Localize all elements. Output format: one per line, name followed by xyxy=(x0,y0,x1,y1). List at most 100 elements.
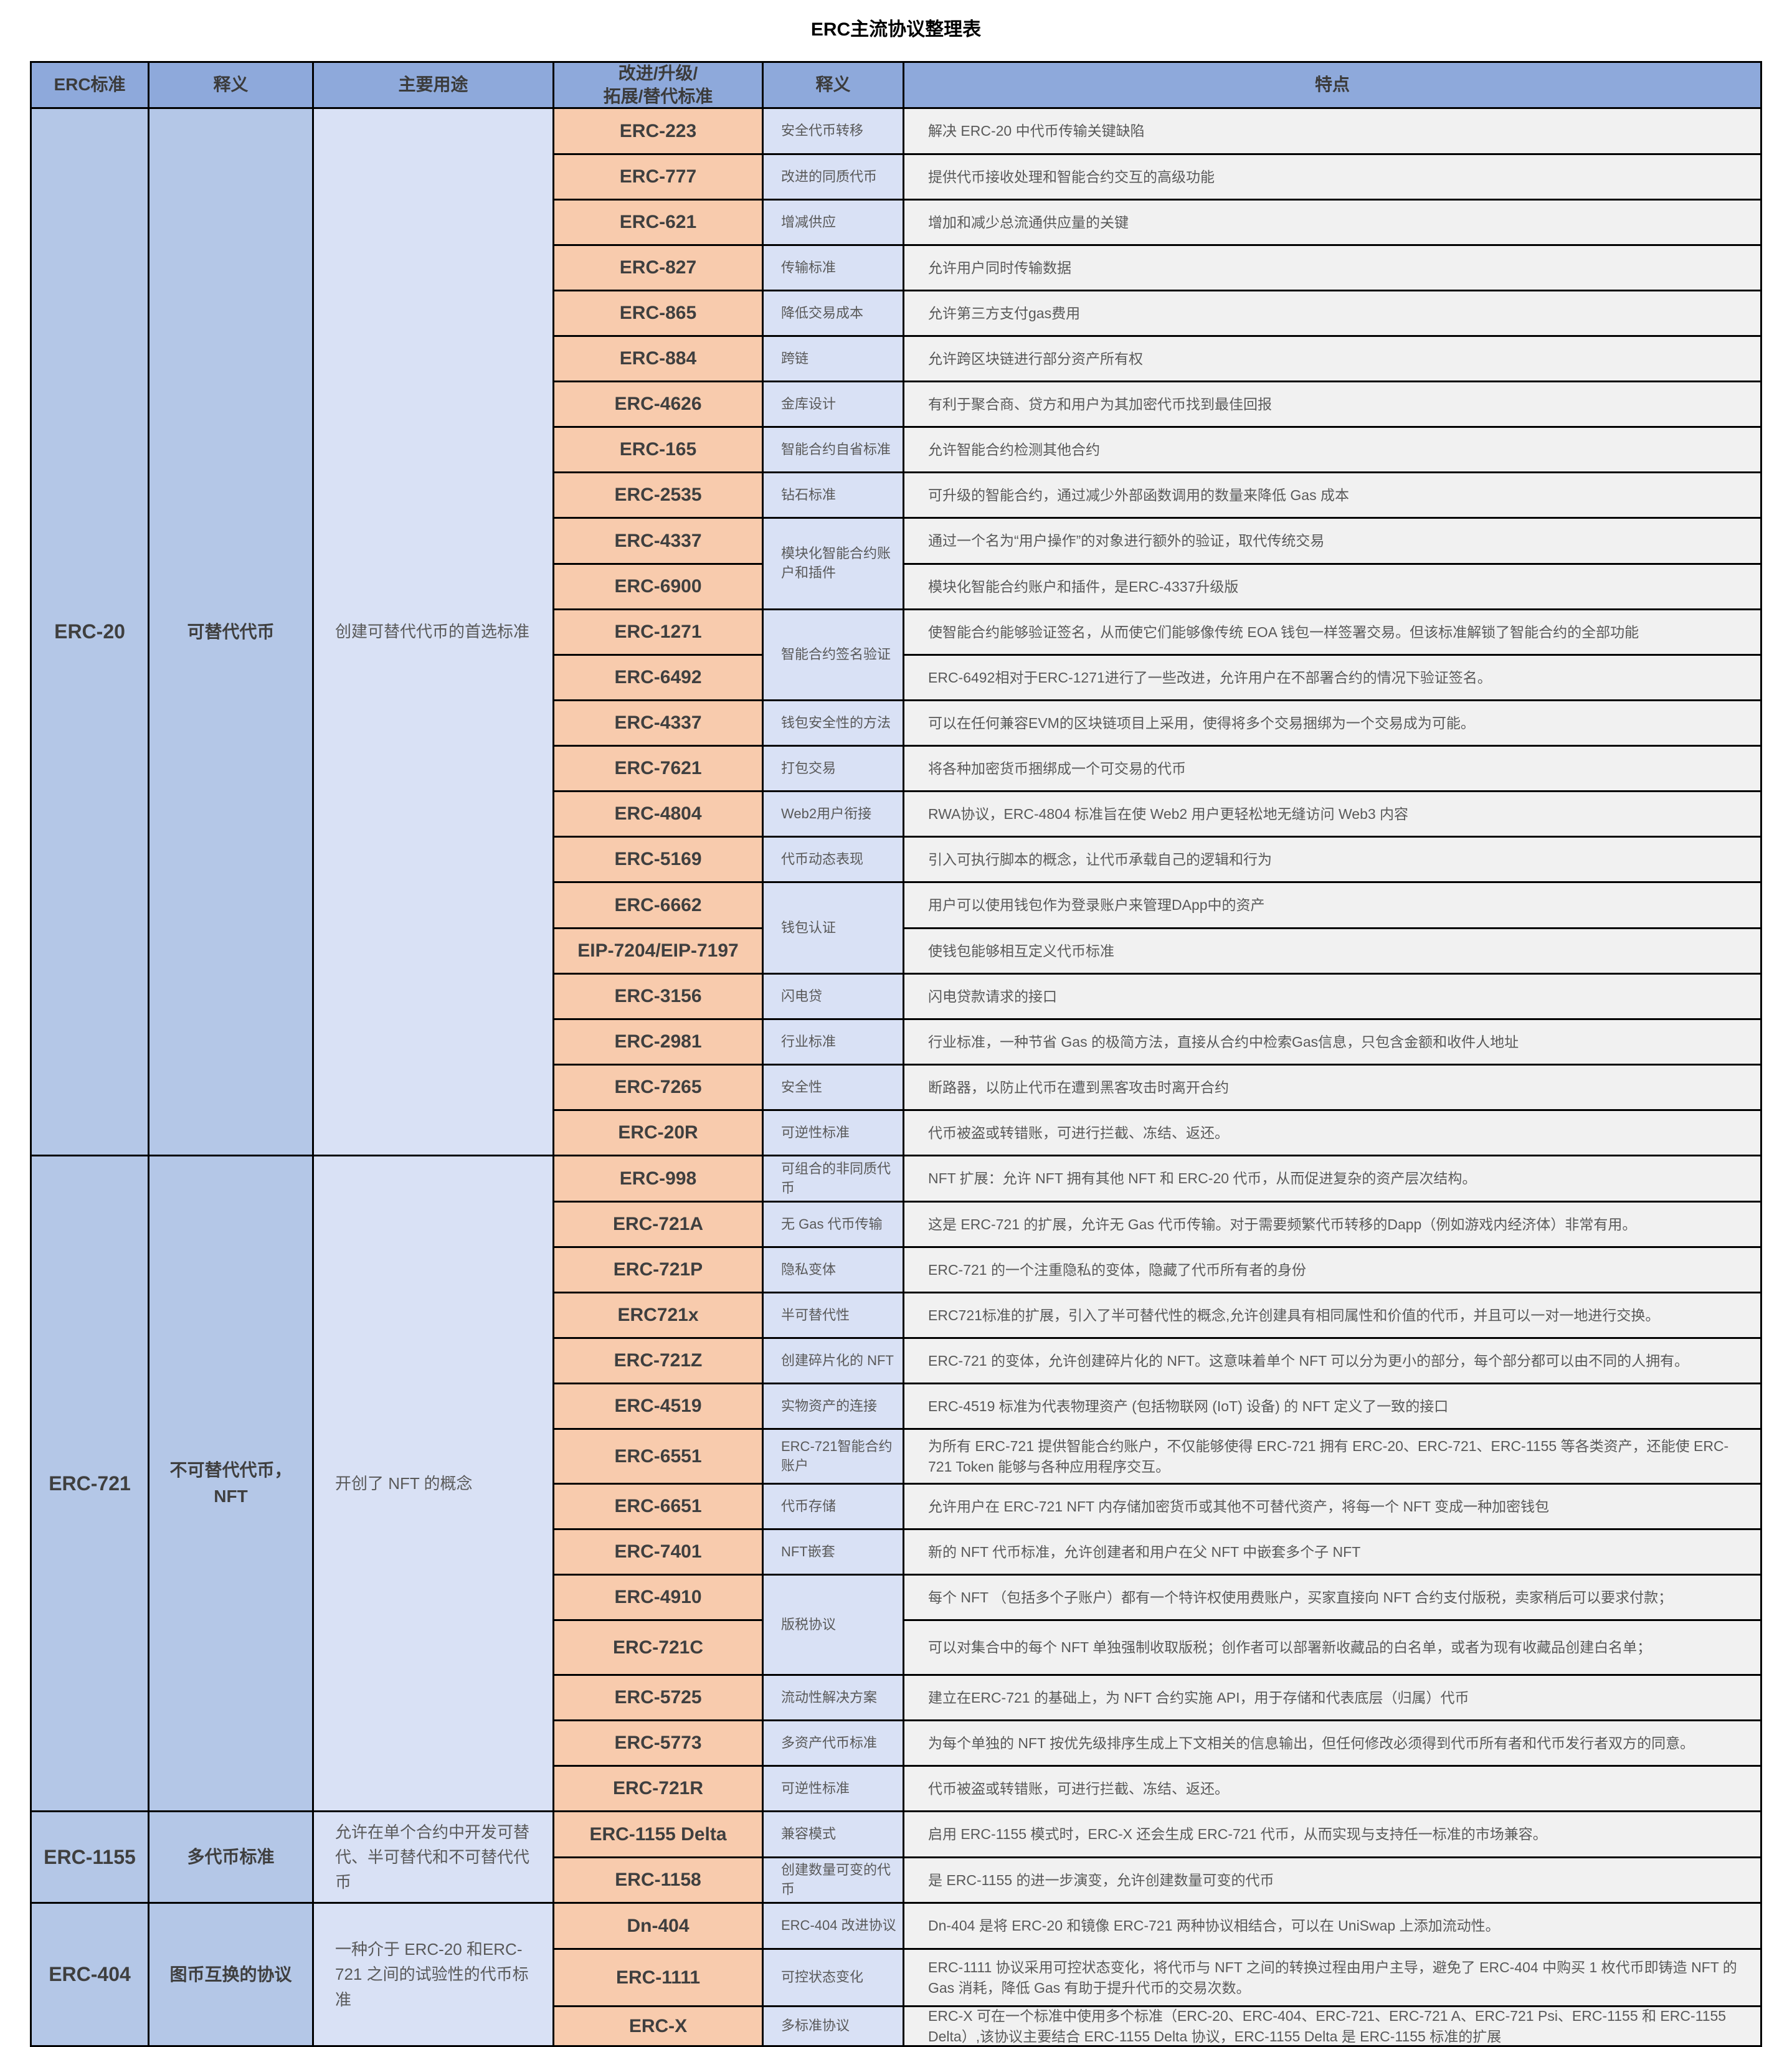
standard-cell: ERC-1158 xyxy=(554,1858,764,1904)
standard-cell: ERC-2981 xyxy=(554,1020,764,1066)
definition-cell: 钱包安全性的方法 xyxy=(764,701,904,747)
table-body: ERC-20 可替代代币 创建可替代代币的首选标准 ERC-223 安全代币转移 解决 E… xyxy=(32,109,1760,2047)
standard-cell: ERC-998 xyxy=(554,1156,764,1203)
standard-cell: ERC721x xyxy=(554,1293,764,1339)
standard-cell: ERC-7265 xyxy=(554,1066,764,1111)
group-ERC-721: ERC-721 不可替代代币， NFT 开创了 NFT 的概念 ERC-998 可组合的… xyxy=(32,1156,1760,1812)
standard-cell: ERC-5773 xyxy=(554,1721,764,1767)
feature-cell: 通过一个名为“用户操作”的对象进行额外的验证，取代传统交易 xyxy=(904,519,1760,565)
standard-cell: Dn-404 xyxy=(554,1904,764,1950)
group-standard-label: ERC-404 xyxy=(32,1904,149,2047)
standard-cell: ERC-6551 xyxy=(554,1430,764,1485)
feature-cell: 启用 ERC-1155 模式时，ERC-X 还会生成 ERC-721 代币，从而… xyxy=(904,1812,1760,1858)
definition-cell: 改进的同质代币 xyxy=(764,155,904,201)
standard-cell: ERC-1111 xyxy=(554,1950,764,2007)
definition-cell: 流动性解决方案 xyxy=(764,1676,904,1721)
standard-cell: ERC-884 xyxy=(554,337,764,382)
feature-cell: 允许智能合约检测其他合约 xyxy=(904,428,1760,473)
definition-cell: 可逆性标准 xyxy=(764,1767,904,1812)
standard-cell: ERC-223 xyxy=(554,109,764,155)
definition-cell: 兼容模式 xyxy=(764,1812,904,1858)
group-ERC-20: ERC-20 可替代代币 创建可替代代币的首选标准 ERC-223 安全代币转移 解决 E… xyxy=(32,109,1760,1156)
definition-cell: 传输标准 xyxy=(764,246,904,291)
standard-cell: ERC-X xyxy=(554,2007,764,2047)
feature-cell: 解决 ERC-20 中代币传输关键缺陷 xyxy=(904,109,1760,155)
group-ERC-404: ERC-404 图币互换的协议 一种介于 ERC-20 和ERC-721 之间的试验… xyxy=(32,1904,1760,2047)
feature-cell: ERC-721 的变体，允许创建碎片化的 NFT。这意味着单个 NFT 可以分为… xyxy=(904,1339,1760,1384)
feature-cell: 增加和减少总流通供应量的关键 xyxy=(904,201,1760,246)
standard-cell: ERC-721C xyxy=(554,1621,764,1676)
feature-cell: 断路器，以防止代币在遭到黑客攻击时离开合约 xyxy=(904,1066,1760,1111)
standard-cell: ERC-721R xyxy=(554,1767,764,1812)
group-meaning-label: 图币互换的协议 xyxy=(149,1904,314,2047)
standard-cell: ERC-1155 Delta xyxy=(554,1812,764,1858)
standard-cell: EIP-7204/EIP-7197 xyxy=(554,929,764,975)
definition-cell: 降低交易成本 xyxy=(764,291,904,337)
feature-cell: 代币被盗或转错账，可进行拦截、冻结、返还。 xyxy=(904,1767,1760,1812)
definition-cell: 打包交易 xyxy=(764,747,904,792)
feature-cell: 每个 NFT （包括多个子账户）都有一个特许权使用费账户，买家直接向 NFT 合… xyxy=(904,1576,1760,1621)
feature-cell: ERC-4519 标准为代表物理资产 (包括物联网 (IoT) 设备) 的 NF… xyxy=(904,1384,1760,1430)
group-usage-label: 创建可替代代币的首选标准 xyxy=(314,109,554,1156)
feature-cell: 用户可以使用钱包作为登录账户来管理DApp中的资产 xyxy=(904,883,1760,929)
standard-cell: ERC-5169 xyxy=(554,838,764,883)
feature-cell: 这是 ERC-721 的扩展，允许无 Gas 代币传输。对于需要频繁代币转移的D… xyxy=(904,1203,1760,1248)
group-standard-label: ERC-721 xyxy=(32,1156,149,1812)
definition-cell: NFT嵌套 xyxy=(764,1530,904,1576)
definition-cell: 闪电贷 xyxy=(764,975,904,1020)
page-title: ERC主流协议整理表 xyxy=(810,19,982,40)
definition-cell: 代币存储 xyxy=(764,1485,904,1530)
feature-cell: 为所有 ERC-721 提供智能合约账户，不仅能够使得 ERC-721 拥有 E… xyxy=(904,1430,1760,1485)
definition-cell: 智能合约签名验证 xyxy=(764,610,904,701)
standard-cell: ERC-6492 xyxy=(554,656,764,701)
definition-cell: 增减供应 xyxy=(764,201,904,246)
feature-cell: 允许用户同时传输数据 xyxy=(904,246,1760,291)
feature-cell: 提供代币接收处理和智能合约交互的高级功能 xyxy=(904,155,1760,201)
standard-cell: ERC-2535 xyxy=(554,473,764,519)
feature-cell: ERC721标准的扩展，引入了半可替代性的概念,允许创建具有相同属性和价值的代币… xyxy=(904,1293,1760,1339)
standard-cell: ERC-4804 xyxy=(554,792,764,838)
definition-cell: 代币动态表现 xyxy=(764,838,904,883)
group-usage-label: 允许在单个合约中开发可替代、半可替代和不可替代代币 xyxy=(314,1812,554,1904)
definition-cell: 可逆性标准 xyxy=(764,1111,904,1156)
group-usage-label: 一种介于 ERC-20 和ERC-721 之间的试验性的代币标准 xyxy=(314,1904,554,2047)
definition-cell: 版税协议 xyxy=(764,1576,904,1676)
standard-cell: ERC-7401 xyxy=(554,1530,764,1576)
group-ERC-1155: ERC-1155 多代币标准 允许在单个合约中开发可替代、半可替代和不可替代代币 ER… xyxy=(32,1812,1760,1904)
standard-cell: ERC-4626 xyxy=(554,382,764,428)
header-definition: 释义 xyxy=(764,63,904,109)
table-header-row: ERC标准 释义 主要用途 改进/升级/ 拓展/替代标准 释义 特点 xyxy=(32,63,1760,109)
definition-cell: 钻石标准 xyxy=(764,473,904,519)
definition-cell: 安全性 xyxy=(764,1066,904,1111)
standard-cell: ERC-4910 xyxy=(554,1576,764,1621)
feature-cell: 新的 NFT 代币标准，允许创建者和用户在父 NFT 中嵌套多个子 NFT xyxy=(904,1530,1760,1576)
feature-cell: 模块化智能合约账户和插件，是ERC-4337升级版 xyxy=(904,565,1760,610)
feature-cell: 可以在任何兼容EVM的区块链项目上采用，使得将多个交易捆绑为一个交易成为可能。 xyxy=(904,701,1760,747)
standard-cell: ERC-721Z xyxy=(554,1339,764,1384)
definition-cell: 智能合约自省标准 xyxy=(764,428,904,473)
definition-cell: 模块化智能合约账户和插件 xyxy=(764,519,904,610)
group-meaning-label: 多代币标准 xyxy=(149,1812,314,1904)
standard-cell: ERC-721A xyxy=(554,1203,764,1248)
standard-cell: ERC-621 xyxy=(554,201,764,246)
definition-cell: Web2用户衔接 xyxy=(764,792,904,838)
standard-cell: ERC-5725 xyxy=(554,1676,764,1721)
definition-cell: 半可替代性 xyxy=(764,1293,904,1339)
group-subtable: Dn-404 ERC-404 改进协议 Dn-404 是将 ERC-20 和镜像 E… xyxy=(554,1904,1760,2047)
definition-cell: 钱包认证 xyxy=(764,883,904,975)
feature-cell: 代币被盗或转错账，可进行拦截、冻结、返还。 xyxy=(904,1111,1760,1156)
definition-cell: ERC-721智能合约账户 xyxy=(764,1430,904,1485)
feature-cell: ERC-721 的一个注重隐私的变体，隐藏了代币所有者的身份 xyxy=(904,1248,1760,1293)
feature-cell: 使钱包能够相互定义代币标准 xyxy=(904,929,1760,975)
standard-cell: ERC-4337 xyxy=(554,701,764,747)
standard-cell: ERC-6900 xyxy=(554,565,764,610)
feature-cell: Dn-404 是将 ERC-20 和镜像 ERC-721 两种协议相结合，可以在… xyxy=(904,1904,1760,1950)
feature-cell: 可以对集合中的每个 NFT 单独强制收取版税；创作者可以部署新收藏品的白名单，或… xyxy=(904,1621,1760,1676)
standard-cell: ERC-165 xyxy=(554,428,764,473)
feature-cell: 行业标准，一种节省 Gas 的极简方法，直接从合约中检索Gas信息，只包含金额和… xyxy=(904,1020,1760,1066)
header-meaning: 释义 xyxy=(149,63,314,109)
feature-cell: 是 ERC-1155 的进一步演变，允许创建数量可变的代币 xyxy=(904,1858,1760,1904)
standard-cell: ERC-827 xyxy=(554,246,764,291)
header-features: 特点 xyxy=(904,63,1760,109)
definition-cell: 隐私变体 xyxy=(764,1248,904,1293)
